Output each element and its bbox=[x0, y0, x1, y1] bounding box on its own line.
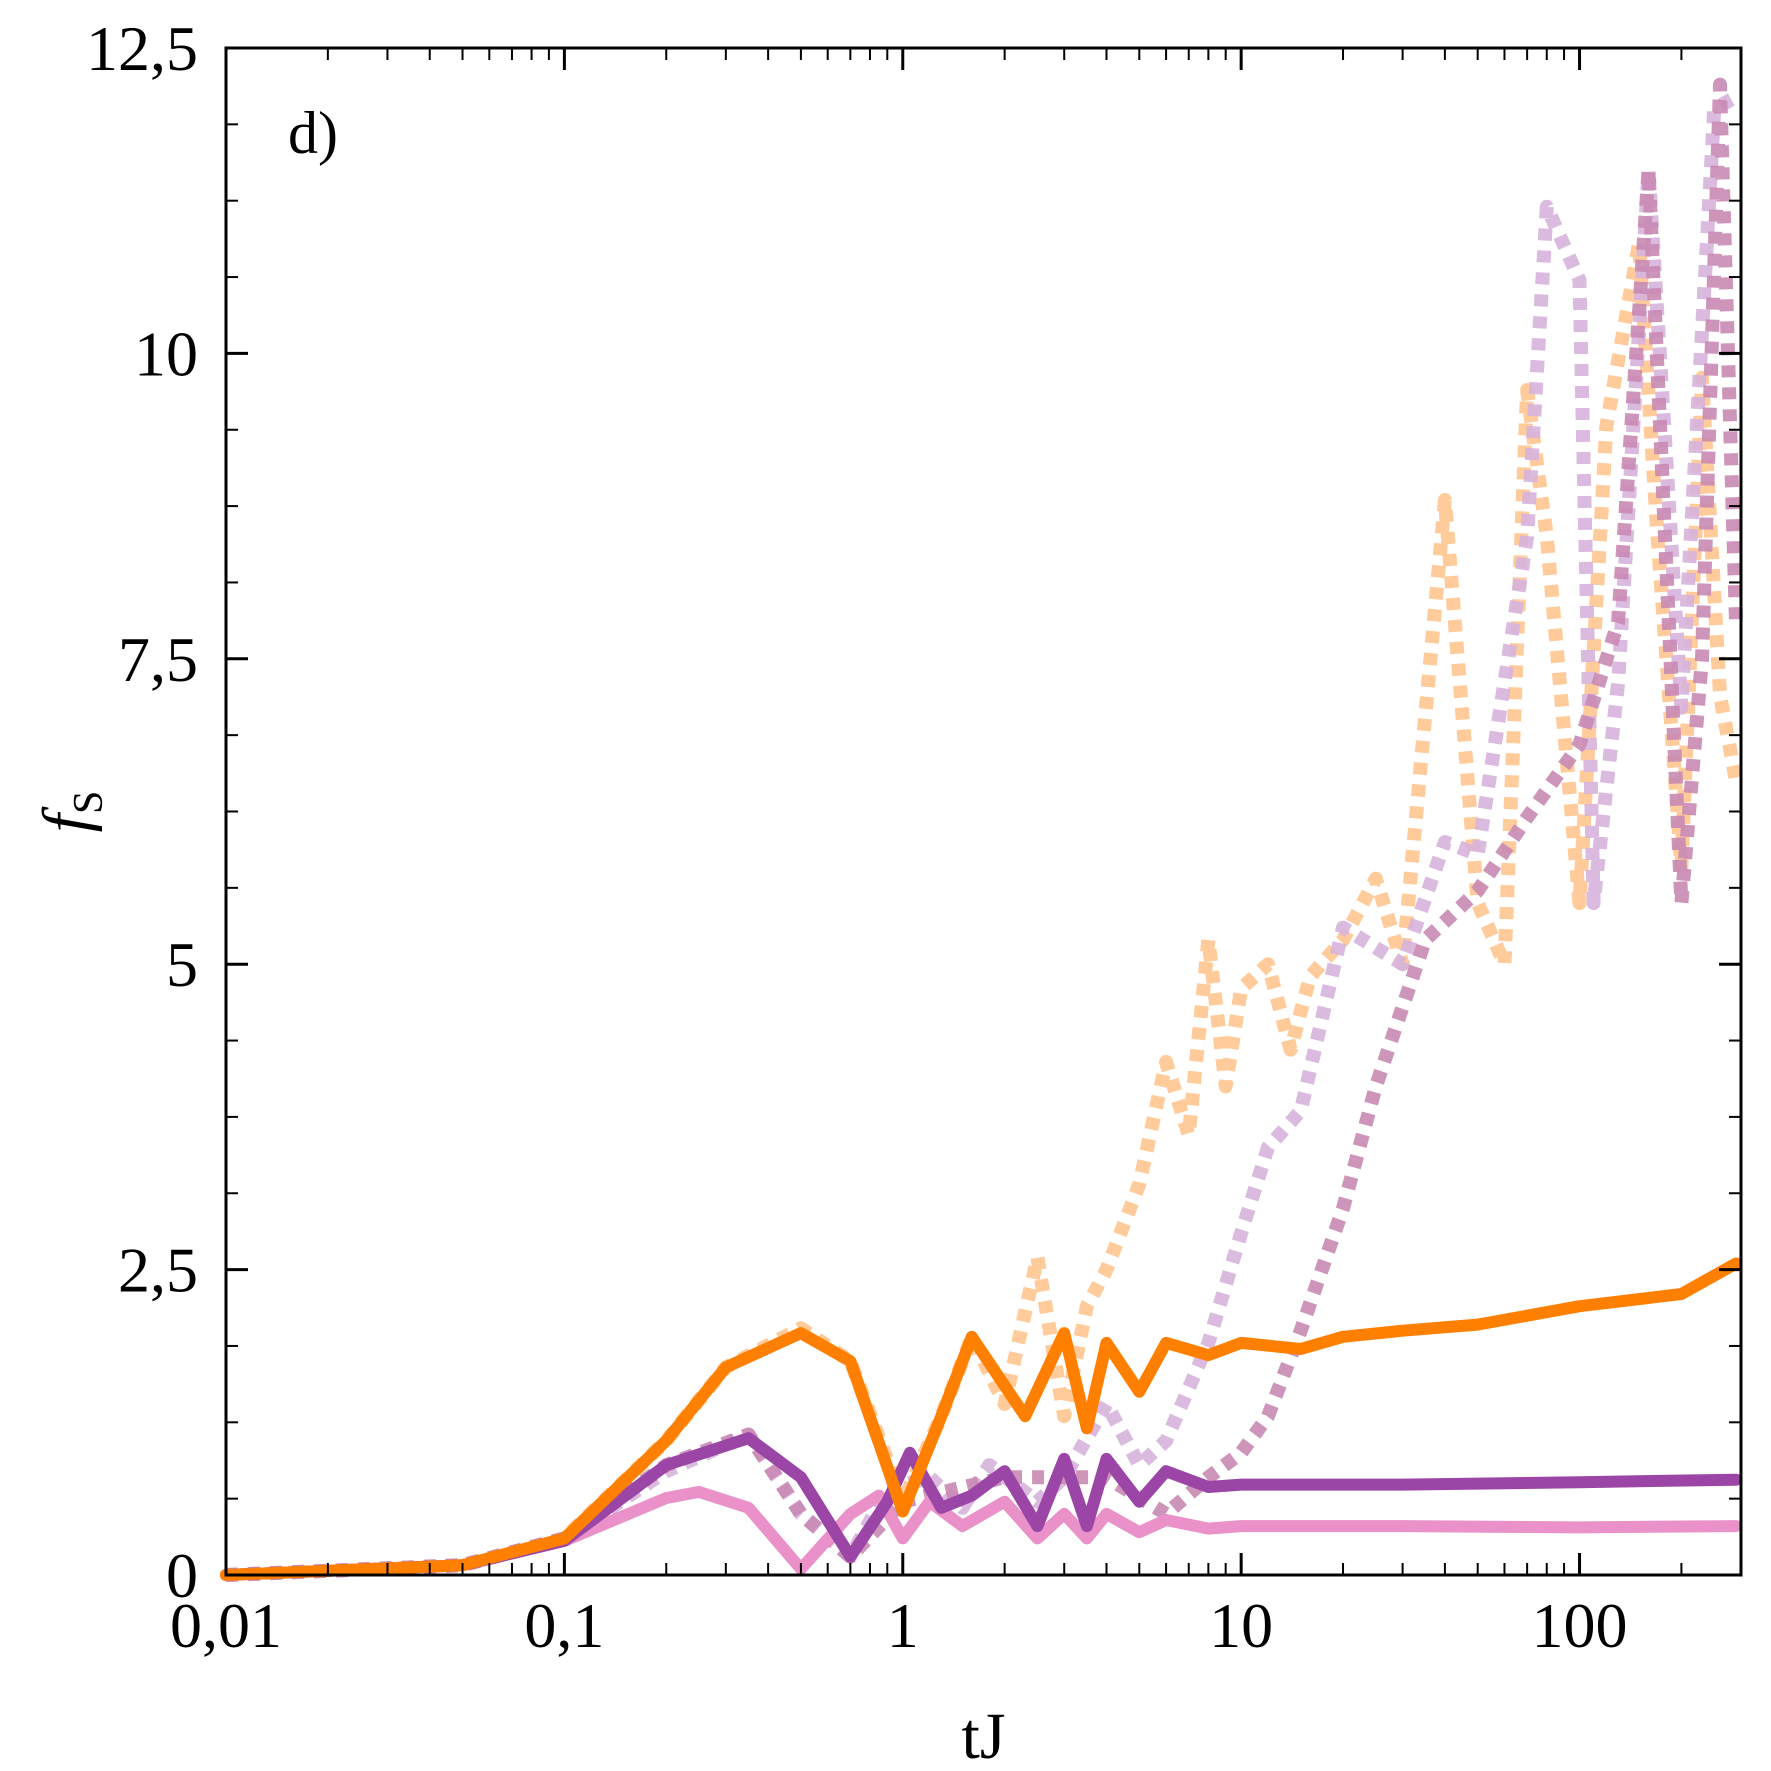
y-tick-label: 10 bbox=[134, 318, 198, 389]
series-line-5 bbox=[220, 1257, 1742, 1581]
y-tick-label: 5 bbox=[166, 929, 198, 1000]
y-axis-title: fS bbox=[30, 791, 112, 833]
series-line-3 bbox=[220, 1485, 1742, 1581]
series-line-2 bbox=[225, 77, 1743, 1582]
series-line-4 bbox=[220, 1432, 1742, 1581]
x-tick-label: 1 bbox=[887, 1590, 919, 1661]
y-axis-title-subscript: S bbox=[66, 791, 112, 814]
y-tick-label: 2,5 bbox=[118, 1235, 198, 1306]
y-tick-label: 12,5 bbox=[86, 13, 198, 84]
panel-label: d) bbox=[288, 100, 338, 166]
x-tick-label: 10 bbox=[1209, 1590, 1273, 1661]
y-tick-label: 0 bbox=[166, 1540, 198, 1611]
x-tick-label: 100 bbox=[1532, 1590, 1628, 1661]
x-tick-label: 0,01 bbox=[170, 1590, 282, 1661]
ticks-layer: 0,01 0,1 1 10 100 0 2,5 5 7,5 10 12,5 bbox=[86, 13, 1742, 1661]
x-tick-label: 0,1 bbox=[524, 1590, 604, 1661]
x-axis-title: tJ bbox=[961, 1700, 1005, 1771]
series-line-0 bbox=[225, 236, 1743, 1582]
series-layer bbox=[220, 77, 1743, 1582]
y-tick-label: 7,5 bbox=[118, 624, 198, 695]
